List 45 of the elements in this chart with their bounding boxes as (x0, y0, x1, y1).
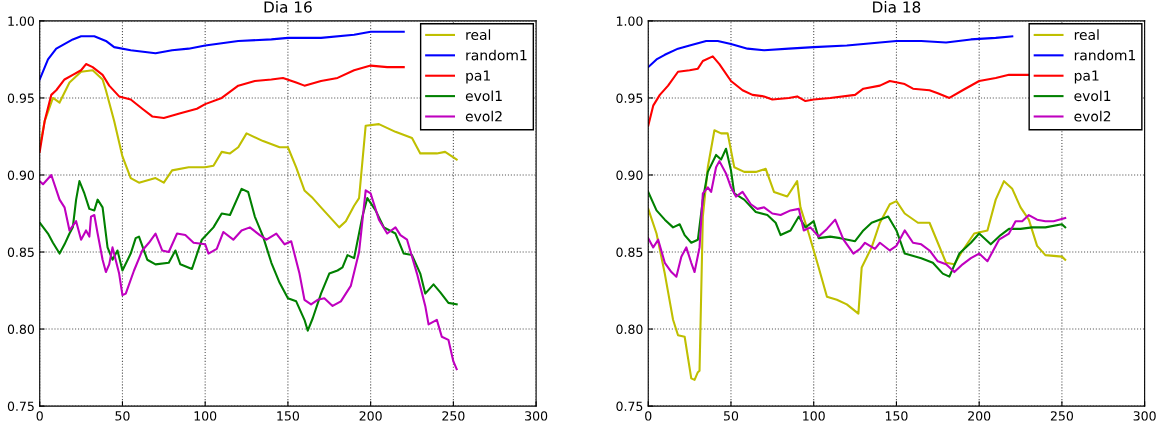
legend-label: real (466, 29, 491, 41)
line-series (648, 35, 1014, 69)
x-tick-label: 150 (885, 411, 908, 421)
y-tick-label: 0.90 (7, 170, 35, 180)
line-series (39, 30, 405, 81)
x-tick-label: 0 (36, 411, 43, 421)
x-tick-label: 100 (803, 411, 825, 421)
y-tick-label: 0.95 (7, 93, 34, 103)
y-tick-label: 0.85 (616, 247, 643, 257)
x-tick-label: 50 (115, 411, 130, 421)
legend-label: evol1 (465, 90, 502, 102)
legend-label: evol2 (1074, 110, 1111, 122)
chart-title: Dia 18 (873, 0, 921, 13)
line-series (39, 69, 458, 229)
legend-label: pa1 (466, 70, 490, 84)
x-tick-label: 250 (1050, 411, 1074, 421)
line-series (39, 63, 405, 153)
legend-label: random1 (1074, 49, 1136, 61)
x-tick-label: 0 (645, 411, 652, 421)
x-tick-label: 300 (525, 411, 548, 421)
y-tick-label: 0.80 (616, 324, 643, 334)
legend-label: evol1 (1074, 90, 1111, 102)
y-tick-label: 1.00 (616, 16, 643, 26)
y-tick-label: 0.90 (616, 170, 643, 180)
y-tick-label: 0.85 (7, 247, 34, 257)
legend-label: evol2 (465, 110, 502, 122)
legend-label: pa1 (1074, 70, 1099, 84)
legend-label: real (1074, 29, 1099, 41)
y-tick-label: 0.75 (616, 401, 643, 411)
chart-title: Dia 16 (264, 0, 312, 13)
x-tick-label: 200 (359, 411, 382, 421)
x-tick-label: 100 (194, 411, 217, 421)
x-tick-label: 300 (1133, 411, 1156, 421)
x-tick-label: 200 (968, 411, 991, 421)
x-tick-label: 250 (442, 411, 465, 421)
line-series (648, 129, 1067, 381)
y-tick-label: 0.75 (7, 401, 34, 411)
x-tick-label: 150 (277, 411, 300, 421)
line-series (39, 180, 458, 332)
line-series (39, 173, 458, 371)
y-tick-label: 0.95 (616, 93, 643, 103)
y-tick-label: 1.00 (8, 16, 35, 26)
y-tick-label: 0.80 (7, 324, 35, 334)
legend-label: random1 (466, 49, 527, 61)
x-tick-label: 50 (723, 411, 739, 421)
